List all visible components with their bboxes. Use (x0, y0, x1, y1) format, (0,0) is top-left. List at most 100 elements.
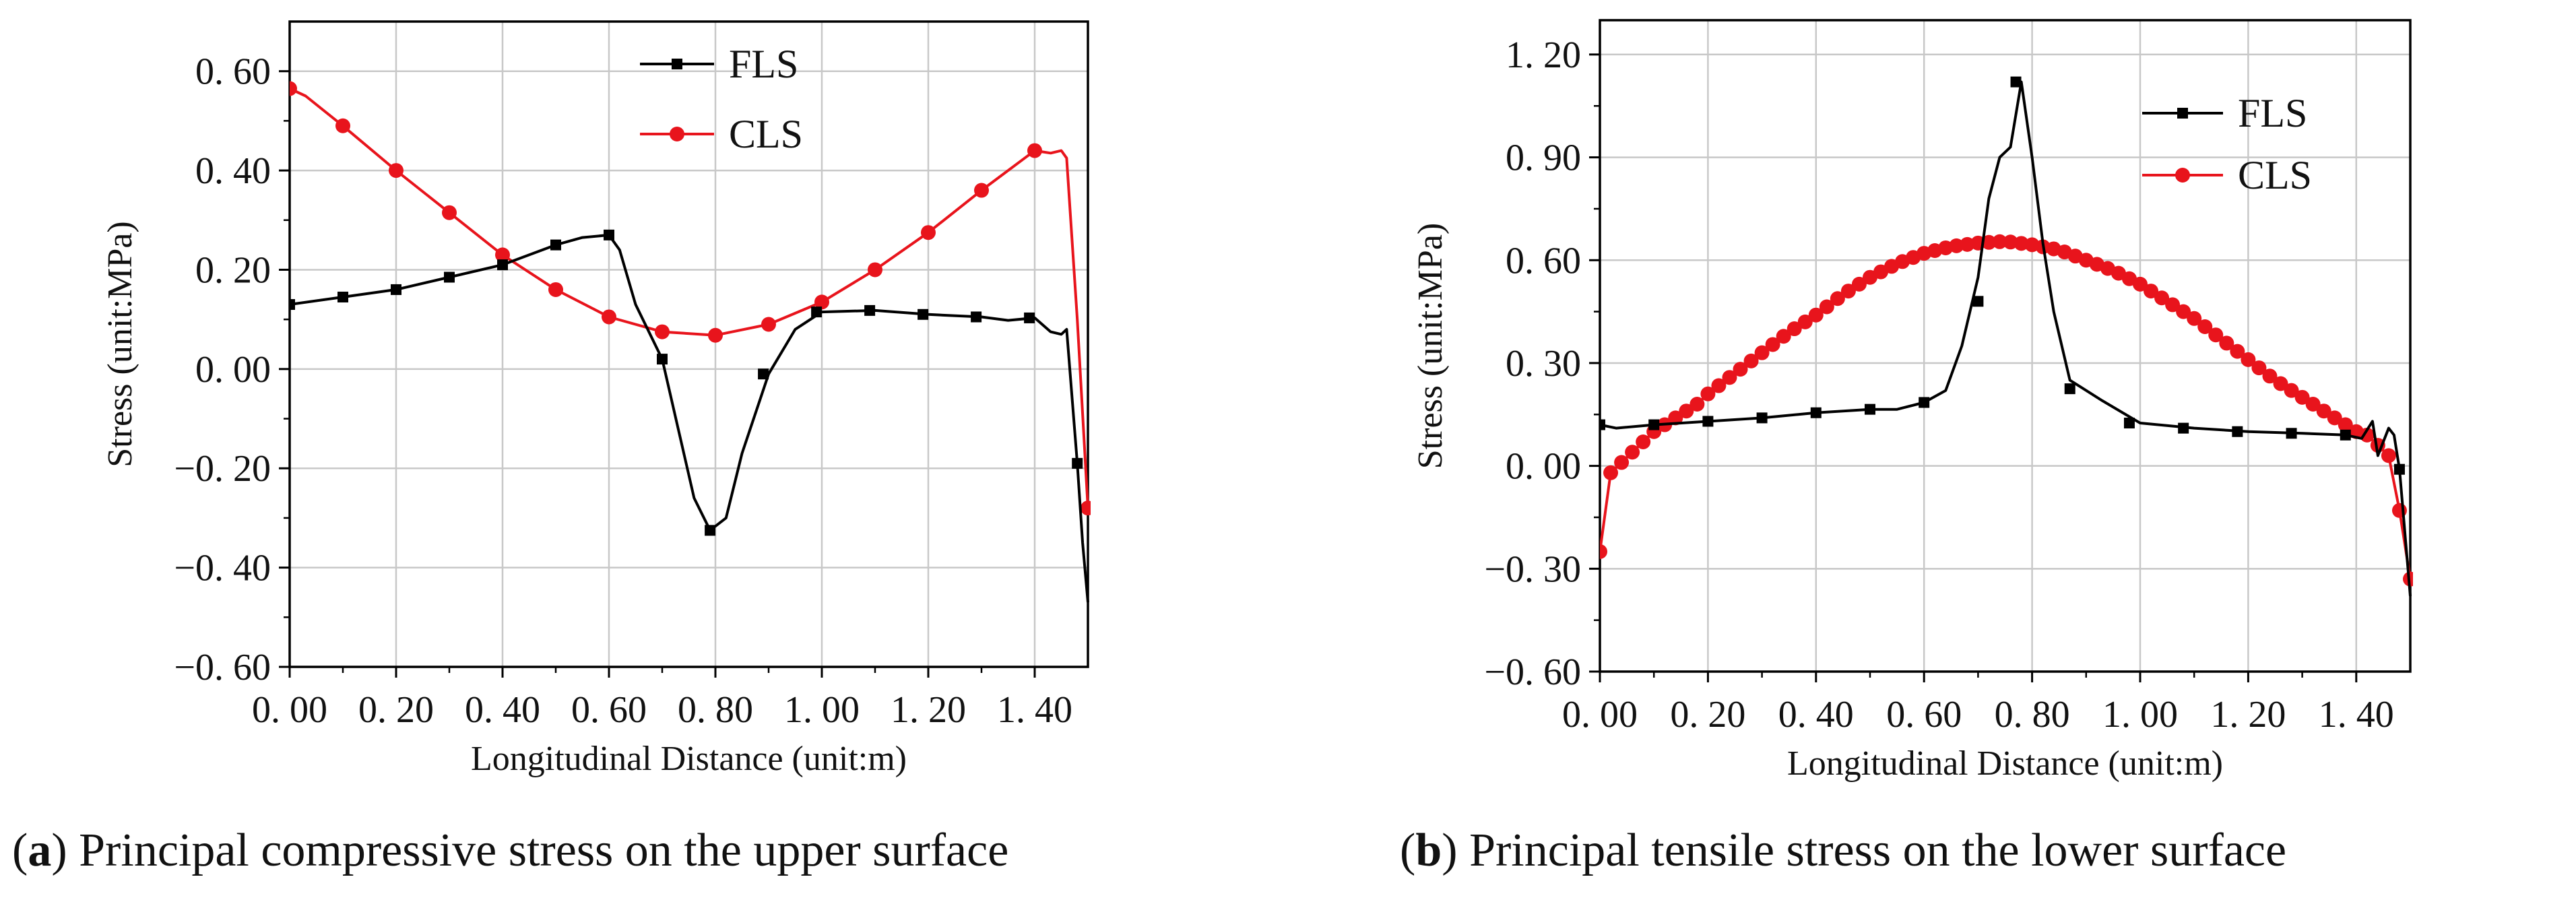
data-point-cls (2273, 376, 2288, 391)
data-point-cls (2187, 311, 2202, 326)
data-point-fls (444, 271, 455, 283)
data-point-cls (868, 262, 882, 278)
x-axis-label: Longitudinal Distance (unit:m) (1787, 744, 2223, 783)
data-point-cls (2133, 276, 2148, 292)
x-tick-label: 0. 40 (1778, 694, 1854, 736)
series-fls (290, 229, 1089, 603)
series-line-fls (290, 233, 1089, 603)
data-point-cls (2359, 427, 2375, 443)
x-tick-label: 1. 20 (891, 689, 966, 731)
data-point-cls (2154, 290, 2170, 306)
chart-a: 0. 00 0. 20 0. 40 0. 60 0. 80 1. 00 1. 20 1. 40… (101, 20, 1091, 778)
x-tick-label: 0. 20 (358, 689, 434, 731)
x-tick-label: 0. 40 (465, 689, 540, 731)
data-point-fls (290, 299, 295, 311)
data-point-cls (2003, 234, 2018, 250)
x-tick-label: 0. 80 (1995, 694, 2070, 736)
data-point-cls (1949, 238, 1964, 253)
x-tick-label: 0. 60 (1886, 694, 1962, 736)
data-point-cls (974, 183, 989, 198)
data-point-cls (1722, 370, 1737, 385)
data-point-cls (495, 247, 510, 263)
data-point-cls (2251, 360, 2267, 376)
data-point-cls (1603, 465, 1619, 480)
y-axis-label: Stress (unit:MPa) (101, 221, 139, 467)
data-point-fls (1756, 412, 1768, 424)
data-point-cls (2197, 319, 2213, 334)
data-point-cls (1960, 236, 1975, 252)
data-point-cls (2208, 327, 2224, 343)
data-point-fls (1810, 407, 1822, 418)
data-point-cls (1636, 434, 1651, 450)
x-tick-label: 0. 00 (252, 689, 327, 731)
data-point-fls (1919, 397, 1930, 408)
data-point-cls (1786, 321, 1802, 337)
y-tick-label: −0. 40 (174, 548, 271, 589)
data-point-cls (1600, 544, 1607, 559)
data-point-fls (1702, 416, 1714, 427)
data-point-cls (1830, 291, 1845, 306)
data-point-cls (2262, 368, 2278, 384)
x-tick-label: 0. 00 (1562, 694, 1638, 736)
plot-frame (288, 20, 1089, 668)
data-point-cls (335, 118, 350, 133)
data-point-fls (2340, 429, 2351, 441)
data-point-fls (1072, 457, 1083, 469)
data-point-cls (290, 81, 297, 96)
data-point-cls (2327, 410, 2342, 426)
legend-marker-cls (2175, 168, 2190, 183)
data-point-cls (761, 317, 776, 332)
data-point-cls (1711, 378, 1727, 393)
data-point-cls (389, 163, 404, 179)
data-point-fls (917, 309, 929, 320)
legend-b: FLS CLS (2142, 91, 2312, 197)
data-point-cls (2338, 417, 2353, 432)
data-point-cls (2176, 304, 2191, 319)
data-point-fls (2178, 422, 2189, 434)
data-point-fls (391, 284, 401, 295)
axis-ticks (1589, 53, 2358, 682)
data-point-fls (864, 304, 876, 316)
x-tick-label: 1. 00 (2102, 694, 2178, 736)
y-tick-label: 0. 00 (1506, 446, 1581, 488)
y-tick-label: 0. 90 (1506, 137, 1581, 179)
y-tick-label: 1. 20 (1506, 34, 1581, 76)
y-tick-label: −0. 60 (1484, 651, 1581, 693)
y-tick-label: −0. 30 (1484, 548, 1581, 590)
data-point-cls (548, 282, 563, 297)
data-point-fls (2393, 463, 2405, 475)
data-point-cls (1614, 455, 1630, 470)
data-point-cls (2165, 297, 2181, 313)
data-point-cls (814, 294, 829, 310)
data-point-fls (1972, 296, 1984, 307)
y-tick-label: −0. 60 (174, 647, 271, 688)
x-axis-label: Longitudinal Distance (unit:m) (471, 740, 907, 778)
data-point-cls (2241, 352, 2256, 367)
data-point-fls (337, 291, 348, 302)
x-tick-label: 0. 80 (678, 689, 753, 731)
y-tick-label: 0. 60 (1506, 240, 1581, 282)
data-point-fls (1024, 312, 1035, 323)
legend-marker-fls (672, 59, 682, 69)
data-point-cls (602, 309, 616, 325)
data-point-cls (1679, 403, 1694, 419)
data-point-cls (2230, 344, 2245, 359)
series-fls (1600, 76, 2412, 597)
data-point-cls (708, 327, 723, 343)
data-point-cls (1700, 386, 1716, 401)
legend-a: FLS CLS (640, 42, 803, 156)
data-point-cls (2294, 389, 2310, 405)
data-point-cls (1733, 362, 1748, 377)
data-point-cls (1625, 445, 1640, 460)
series-cls (1600, 234, 2413, 587)
data-point-cls (1776, 329, 1791, 344)
data-point-cls (655, 324, 670, 339)
data-point-fls (2010, 76, 2022, 88)
data-point-fls (758, 368, 769, 380)
data-point-cls (1668, 410, 1683, 426)
data-point-cls (442, 205, 457, 220)
data-point-fls (550, 239, 561, 251)
data-point-cls (2014, 236, 2029, 251)
x-tick-label: 0. 60 (571, 689, 647, 731)
